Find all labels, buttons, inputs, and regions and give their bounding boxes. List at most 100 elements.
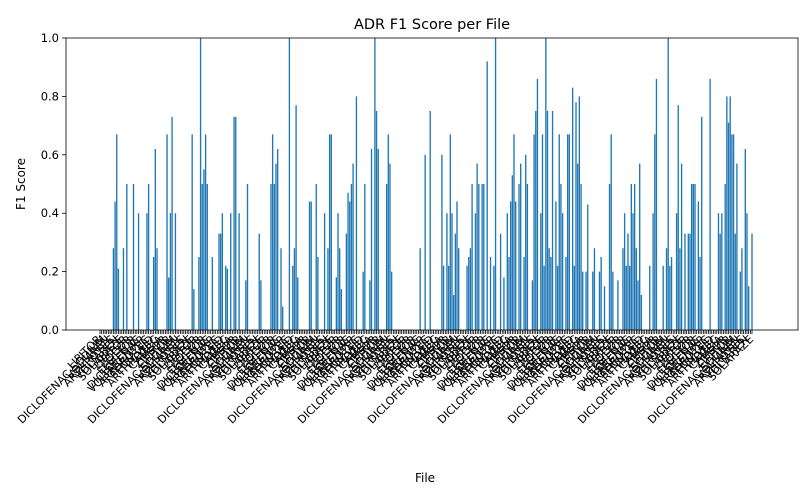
bar (122, 248, 125, 330)
bar (639, 163, 641, 330)
bar (117, 268, 120, 330)
bar (675, 213, 678, 330)
bar (551, 111, 554, 330)
bar (634, 184, 636, 330)
bar (308, 201, 311, 330)
bar (458, 248, 460, 330)
bar (726, 96, 728, 331)
bar (369, 280, 371, 330)
bar (375, 111, 378, 330)
bar (270, 184, 272, 330)
bar (573, 265, 575, 330)
bar (328, 134, 331, 330)
bar (225, 265, 227, 330)
bar (732, 134, 735, 330)
bar (709, 78, 711, 330)
bar (652, 213, 654, 330)
bar (273, 184, 275, 330)
bar (565, 257, 567, 330)
bar (558, 134, 560, 330)
bar (246, 184, 249, 330)
bar (622, 248, 624, 330)
bar (169, 213, 172, 330)
bar (701, 116, 703, 330)
bar (744, 148, 746, 330)
bar (684, 233, 686, 330)
bar (156, 248, 158, 330)
bar (511, 175, 513, 330)
bar (625, 265, 627, 330)
bar (355, 96, 358, 331)
bar (690, 184, 693, 330)
bar (191, 134, 193, 330)
bar (275, 163, 277, 330)
bar (526, 184, 529, 330)
bar (548, 248, 550, 330)
bar (337, 213, 339, 330)
bar (724, 184, 726, 330)
bar (193, 289, 195, 330)
bar (627, 233, 629, 330)
bar (374, 38, 376, 330)
bar (540, 213, 542, 330)
bar (206, 184, 208, 330)
bar (550, 257, 552, 330)
bar (112, 248, 115, 330)
bar (555, 201, 557, 330)
bar (536, 78, 539, 330)
bar (699, 257, 701, 330)
bar (640, 294, 643, 330)
bar (330, 134, 332, 330)
bar (677, 105, 679, 330)
y-tick-label: 0.2 (41, 265, 59, 279)
bar (199, 38, 202, 330)
bar (419, 248, 421, 330)
bar (575, 102, 577, 331)
bar (580, 184, 582, 330)
bar (451, 213, 453, 330)
bar (452, 294, 455, 330)
bars-group (112, 38, 753, 331)
bar (204, 134, 207, 330)
bar (494, 38, 497, 330)
bar (655, 78, 658, 330)
bar (513, 134, 515, 330)
bar (585, 271, 587, 330)
bar (587, 204, 589, 330)
bar (687, 233, 689, 330)
bar (515, 201, 517, 330)
bar (339, 248, 341, 330)
bar (637, 280, 639, 330)
x-axis: LIPITORDICLOFENAC-SODIUMVOLTARENARTHROTE… (15, 330, 756, 426)
bar (221, 213, 224, 330)
bar (665, 248, 668, 330)
bar (126, 184, 128, 330)
bar (719, 233, 721, 330)
bar (535, 111, 537, 330)
bar (493, 265, 495, 330)
bar (424, 154, 426, 330)
bar (260, 280, 262, 330)
bar (518, 184, 520, 330)
bar (486, 61, 488, 331)
y-tick-label: 1.0 (41, 31, 59, 45)
bar (520, 163, 522, 330)
bar (258, 233, 260, 330)
bar (736, 163, 738, 330)
bar (171, 116, 173, 330)
bar (694, 184, 696, 330)
bar (166, 134, 168, 330)
y-axis-label: F1 Score (14, 158, 28, 210)
bar (220, 233, 222, 330)
bar (531, 280, 534, 330)
bar (201, 184, 203, 330)
bar (739, 271, 741, 330)
bar (468, 257, 470, 330)
bar (230, 213, 232, 330)
bar (667, 38, 669, 330)
x-axis-label: File (415, 471, 435, 485)
bar (556, 265, 559, 330)
bar (168, 277, 170, 330)
bar (747, 286, 750, 330)
bar (603, 286, 606, 330)
